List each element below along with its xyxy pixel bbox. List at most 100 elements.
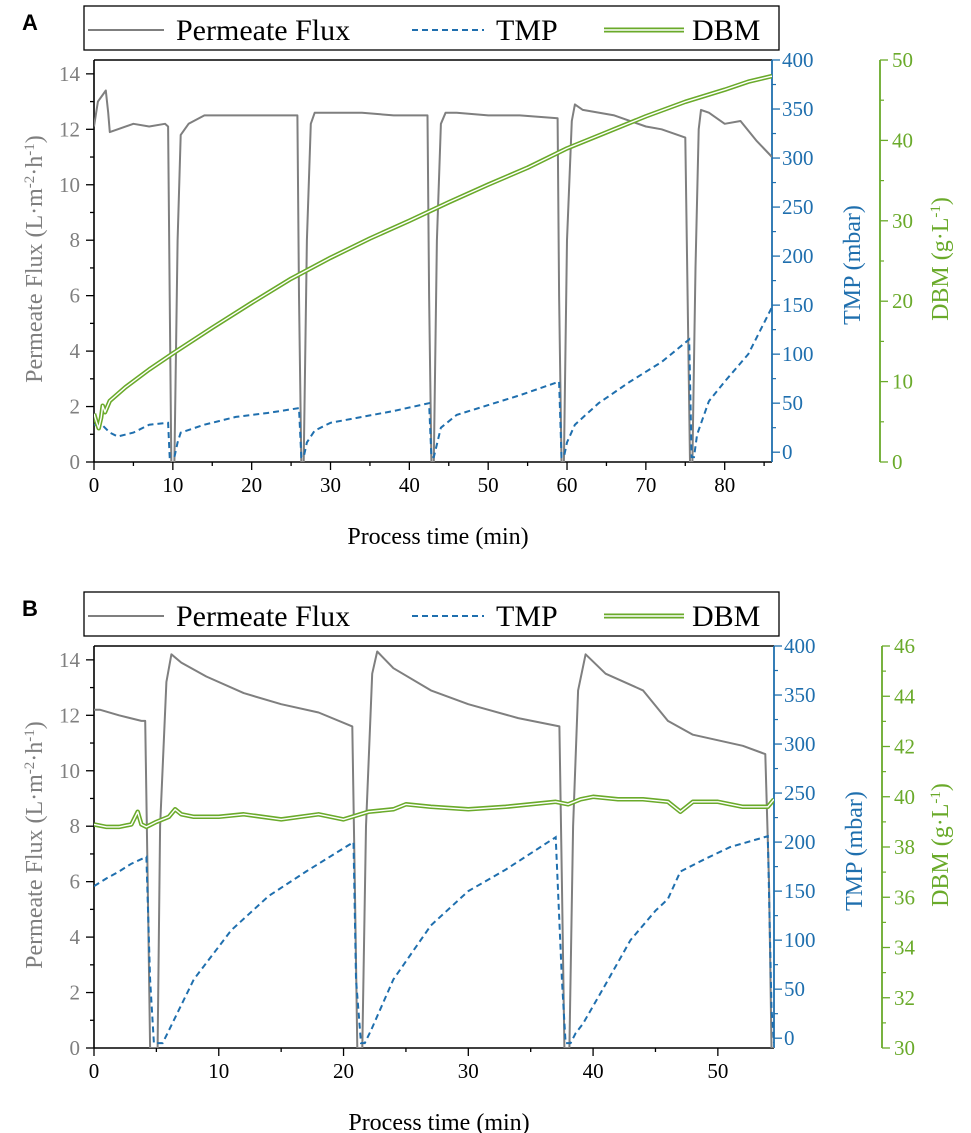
flux-axis-title-part: -1 bbox=[22, 143, 38, 156]
tmp-tick-label: 350 bbox=[784, 683, 816, 707]
dbm-tick-label: 50 bbox=[892, 48, 913, 72]
tmp-axis-title: TMP (mbar) bbox=[840, 205, 866, 325]
x-tick-label: 20 bbox=[333, 1059, 354, 1083]
flux-axis-title-part: -2 bbox=[22, 762, 38, 775]
flux-axis-title-part: ) bbox=[22, 135, 48, 143]
x-tick-label: 0 bbox=[89, 473, 100, 497]
tmp-tick-label: 200 bbox=[784, 830, 816, 854]
x-tick-label: 40 bbox=[583, 1059, 604, 1083]
flux-axis-title: Permeate Flux (L·m-2·h-1) bbox=[22, 721, 48, 969]
dbm-axis-title-part: ) bbox=[928, 197, 954, 205]
series-line-tmp bbox=[94, 834, 774, 1045]
x-tick-label: 20 bbox=[241, 473, 262, 497]
dbm-tick-label: 38 bbox=[894, 835, 915, 859]
tmp-tick-label: 400 bbox=[782, 48, 814, 72]
flux-tick-label: 8 bbox=[70, 814, 81, 838]
tmp-tick-label: 300 bbox=[784, 732, 816, 756]
series-line-flux bbox=[94, 650, 774, 1048]
dbm-tick-label: 10 bbox=[892, 370, 913, 394]
flux-tick-label: 12 bbox=[59, 117, 80, 141]
flux-axis-title-part: -2 bbox=[22, 176, 38, 189]
flux-tick-label: 0 bbox=[70, 1036, 81, 1060]
flux-tick-label: 14 bbox=[59, 648, 81, 672]
flux-tick-label: 4 bbox=[70, 925, 81, 949]
flux-tick-label: 10 bbox=[59, 173, 80, 197]
tmp-axis-title: TMP (mbar) bbox=[842, 791, 868, 911]
legend-label-dbm: DBM bbox=[692, 600, 760, 633]
flux-axis-title-part: Permeate Flux (L·m bbox=[22, 774, 48, 969]
dbm-tick-label: 0 bbox=[892, 450, 903, 474]
tmp-tick-label: 250 bbox=[784, 781, 816, 805]
series-line-dbm bbox=[94, 73, 772, 431]
flux-axis-title-part: ·h bbox=[22, 156, 48, 176]
flux-axis-title: Permeate Flux (L·m-2·h-1) bbox=[22, 135, 48, 383]
tmp-tick-label: 100 bbox=[782, 342, 814, 366]
tmp-tick-label: 200 bbox=[782, 244, 814, 268]
tmp-tick-label: 250 bbox=[782, 195, 814, 219]
flux-tick-label: 6 bbox=[70, 284, 81, 308]
x-tick-label: 0 bbox=[89, 1059, 100, 1083]
legend-label-tmp: TMP bbox=[496, 600, 558, 633]
tmp-tick-label: 0 bbox=[782, 440, 793, 464]
x-tick-label: 70 bbox=[635, 473, 656, 497]
dbm-tick-label: 32 bbox=[894, 986, 915, 1010]
tmp-tick-label: 100 bbox=[784, 928, 816, 952]
dbm-axis-title-part: DBM (g·L bbox=[928, 804, 954, 907]
tmp-tick-label: 350 bbox=[782, 97, 814, 121]
flux-tick-label: 2 bbox=[70, 395, 81, 419]
x-tick-label: 30 bbox=[458, 1059, 479, 1083]
flux-tick-label: 8 bbox=[70, 228, 81, 252]
series-line-dbm-inner bbox=[94, 75, 772, 429]
dbm-tick-label: 40 bbox=[892, 128, 913, 152]
flux-axis-title-part: Permeate Flux (L·m bbox=[22, 188, 48, 383]
dbm-tick-label: 36 bbox=[894, 885, 915, 909]
flux-axis-title-part: ) bbox=[22, 721, 48, 729]
tmp-tick-label: 150 bbox=[784, 879, 816, 903]
tmp-tick-label: 50 bbox=[784, 977, 805, 1001]
legend-label-dbm: DBM bbox=[692, 14, 760, 47]
tmp-tick-label: 400 bbox=[784, 634, 816, 658]
flux-tick-label: 4 bbox=[70, 339, 81, 363]
x-tick-label: 60 bbox=[557, 473, 578, 497]
dbm-axis-title: DBM (g·L-1) bbox=[928, 783, 954, 907]
x-tick-label: 10 bbox=[162, 473, 183, 497]
x-axis-title: Process time (min) bbox=[348, 1110, 529, 1133]
dbm-tick-label: 20 bbox=[892, 289, 913, 313]
x-tick-label: 50 bbox=[707, 1059, 728, 1083]
tmp-tick-label: 300 bbox=[782, 146, 814, 170]
dbm-axis-title-part: -1 bbox=[928, 791, 944, 804]
tmp-tick-label: 50 bbox=[782, 391, 803, 415]
legend: Permeate Flux TMP DBM bbox=[83, 5, 780, 51]
series-line-dbm bbox=[94, 794, 774, 830]
dbm-axis-title-part: -1 bbox=[928, 205, 944, 218]
tmp-tick-label: 150 bbox=[782, 293, 814, 317]
x-tick-label: 40 bbox=[399, 473, 420, 497]
dbm-tick-label: 34 bbox=[894, 936, 916, 960]
x-tick-label: 50 bbox=[478, 473, 499, 497]
series-line-dbm-inner bbox=[94, 796, 774, 828]
flux-tick-label: 12 bbox=[59, 703, 80, 727]
dbm-tick-label: 46 bbox=[894, 634, 915, 658]
dbm-tick-label: 42 bbox=[894, 735, 915, 759]
x-tick-label: 80 bbox=[714, 473, 735, 497]
dbm-tick-label: 44 bbox=[894, 684, 916, 708]
legend-label-tmp: TMP bbox=[496, 14, 558, 47]
dbm-tick-label: 30 bbox=[892, 209, 913, 233]
flux-tick-label: 0 bbox=[70, 450, 81, 474]
flux-tick-label: 10 bbox=[59, 759, 80, 783]
flux-tick-label: 2 bbox=[70, 981, 81, 1005]
dbm-axis-title-part: DBM (g·L bbox=[928, 218, 954, 321]
legend-label-flux: Permeate Flux bbox=[176, 600, 350, 633]
dbm-axis-title-part: ) bbox=[928, 783, 954, 791]
flux-axis-title-part: -1 bbox=[22, 729, 38, 742]
panel-label: B bbox=[22, 596, 38, 621]
flux-tick-label: 6 bbox=[70, 870, 81, 894]
dbm-axis-title: DBM (g·L-1) bbox=[928, 197, 954, 321]
series-line-tmp bbox=[94, 306, 772, 459]
x-tick-label: 30 bbox=[320, 473, 341, 497]
legend: Permeate Flux TMP DBM bbox=[83, 591, 780, 637]
dbm-tick-label: 30 bbox=[894, 1036, 915, 1060]
